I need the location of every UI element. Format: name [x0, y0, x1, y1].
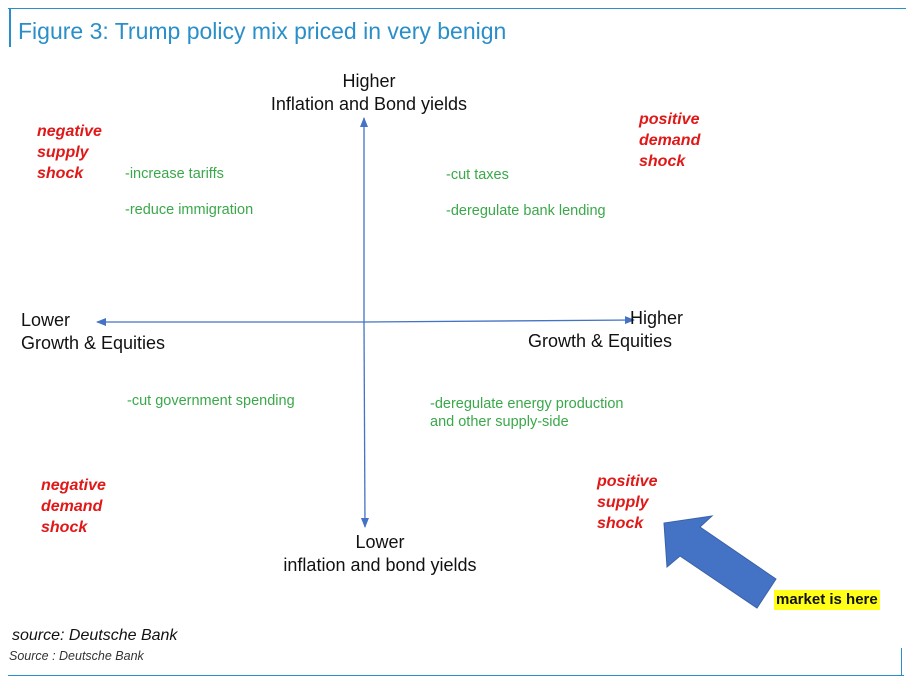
- shock-label-bottom-left: negative demand shock: [41, 475, 106, 538]
- shock-word: shock: [37, 165, 84, 182]
- axis-bottom-label: Lower inflation and bond yields: [250, 531, 510, 577]
- source-footer: Source : Deutsche Bank: [9, 649, 144, 663]
- axis-right-line2: Growth & Equities: [527, 331, 673, 351]
- shock-word: negative: [41, 477, 106, 494]
- figure-title: Figure 3: Trump policy mix priced in ver…: [18, 18, 507, 44]
- shock-word: positive: [639, 111, 700, 128]
- axis-left-line2: Growth & Equities: [21, 333, 166, 353]
- vertical-axis-down: [360, 321, 369, 528]
- shock-word: demand: [41, 498, 103, 515]
- policy-item: -cut government spending: [127, 393, 295, 409]
- shock-word: demand: [639, 132, 701, 149]
- policy-item: -cut taxes: [446, 167, 509, 183]
- frame-left-rule: [9, 9, 11, 47]
- shock-word: supply: [597, 494, 649, 511]
- frame-right-rule: [901, 648, 902, 675]
- axis-top-label: Higher Inflation and Bond yields: [234, 70, 504, 116]
- shock-word: shock: [41, 519, 88, 536]
- shock-word: shock: [639, 153, 686, 170]
- axis-left-label: Lower Growth & Equities: [21, 309, 165, 355]
- axis-left-line1: Lower: [21, 310, 71, 330]
- policy-item: and other supply-side: [430, 414, 569, 430]
- axis-top-line1: Higher: [342, 71, 396, 91]
- shock-label-top-left: negative supply shock: [37, 121, 102, 184]
- shock-word: shock: [597, 515, 644, 532]
- frame-top-rule: [8, 8, 906, 9]
- shock-word: supply: [37, 144, 89, 161]
- axis-bottom-line1: Lower: [355, 532, 405, 552]
- policy-item: -increase tariffs: [125, 166, 224, 182]
- axis-top-line2: Inflation and Bond yields: [270, 94, 468, 114]
- policy-item: -reduce immigration: [125, 202, 254, 218]
- shock-word: positive: [597, 473, 658, 490]
- source-note: source: Deutsche Bank: [12, 627, 178, 644]
- policy-item: -deregulate energy production: [430, 396, 624, 412]
- axis-bottom-line2: inflation and bond yields: [283, 555, 477, 575]
- shock-word: negative: [37, 123, 102, 140]
- shock-label-bottom-right: positive supply shock: [597, 471, 657, 534]
- policy-item: -deregulate bank lending: [446, 203, 606, 219]
- axis-right-label: Higher Growth & Equities: [500, 307, 700, 353]
- frame-bottom-rule: [8, 675, 904, 676]
- market-callout-label: market is here: [774, 590, 880, 610]
- shock-label-top-right: positive demand shock: [639, 109, 700, 172]
- axis-right-line1: Higher: [630, 308, 684, 328]
- horizontal-axis-right: [363, 316, 635, 325]
